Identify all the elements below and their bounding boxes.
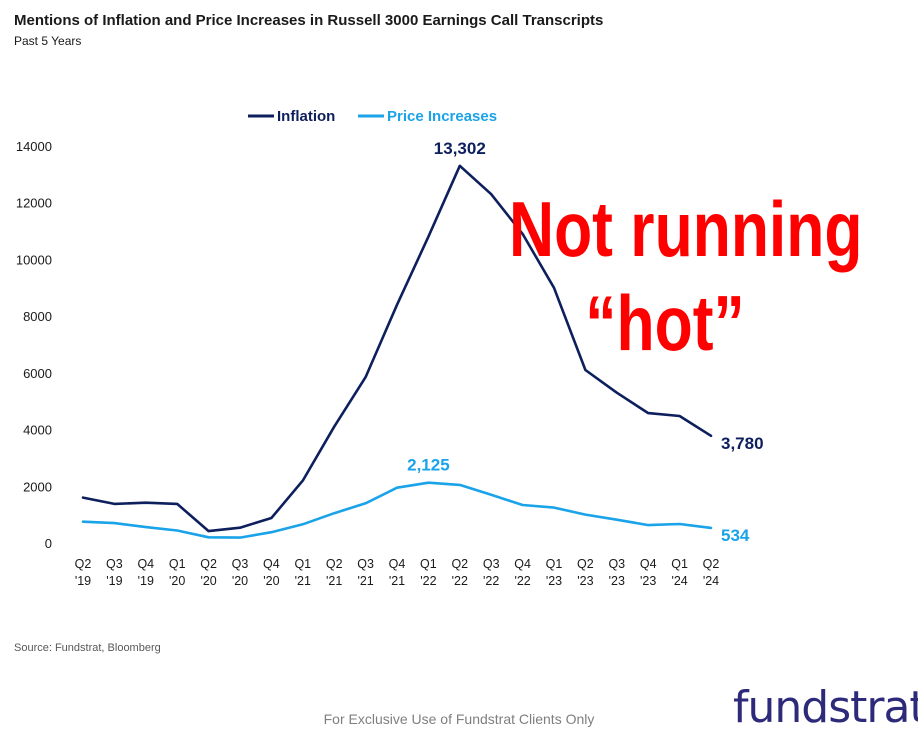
x-tick-label: Q2'22 — [451, 557, 468, 588]
x-tick-label: Q4'20 — [263, 557, 280, 588]
overlay-line-2: “hot” — [585, 279, 745, 367]
source-note: Source: Fundstrat, Bloomberg — [14, 642, 161, 654]
y-tick-label: 14000 — [16, 139, 52, 154]
y-tick-label: 4000 — [23, 423, 52, 438]
x-tick-label: Q4'23 — [640, 557, 657, 588]
data-label: 2,125 — [407, 456, 450, 475]
chart-subtitle: Past 5 Years — [14, 34, 82, 48]
x-tick-label: Q1'24 — [671, 557, 688, 588]
x-tick-label: Q3'21 — [357, 557, 374, 588]
y-tick-label: 12000 — [16, 196, 52, 211]
y-tick-label: 2000 — [23, 479, 52, 494]
overlay-line-1: Not running — [509, 185, 863, 273]
overlay-annotation: Not running “hot” — [509, 182, 863, 370]
chart-title: Mentions of Inflation and Price Increase… — [14, 12, 604, 29]
x-tick-label: Q1'20 — [169, 557, 186, 588]
x-tick-label: Q2'24 — [703, 557, 720, 588]
x-tick-label: Q2'20 — [200, 557, 217, 588]
line-chart: 0 2000 4000 6000 8000 10000 12000 14000 Q2'19 Q3 '… — [16, 108, 764, 588]
x-tick-label: Q2'23 — [577, 557, 594, 588]
x-tick-label: Q1'23 — [546, 557, 563, 588]
x-tick-label: Q3'23 — [608, 557, 625, 588]
legend-label: Price Increases — [387, 108, 497, 125]
fundstrat-logo: fundstrat — [733, 682, 918, 733]
data-label: 534 — [721, 526, 750, 545]
x-tick-label: Q4'22 — [514, 557, 531, 588]
x-tick-label: Q1'21 — [294, 557, 311, 588]
footer-disclaimer: For Exclusive Use of Fundstrat Clients O… — [323, 711, 595, 727]
series-line-inflation — [81, 164, 713, 533]
y-tick-label: 6000 — [23, 366, 52, 381]
series-line-price-increases — [81, 481, 713, 539]
x-tick-label: Q3'19 — [106, 557, 123, 588]
data-label: 3,780 — [721, 434, 764, 453]
x-tick-label: Q1'22 — [420, 557, 437, 588]
x-tick-label: Q4'21 — [389, 557, 406, 588]
data-label: 13,302 — [434, 139, 486, 158]
x-tick-label: Q3'20 — [232, 557, 249, 588]
x-tick-label: Q2'19 — [75, 557, 92, 588]
legend-label: Inflation — [277, 108, 335, 125]
y-tick-label: 10000 — [16, 252, 52, 267]
x-tick-label: Q3'22 — [483, 557, 500, 588]
y-tick-label: 0 — [45, 536, 52, 551]
x-tick-label: Q4'19 — [137, 557, 154, 588]
y-tick-label: 8000 — [23, 309, 52, 324]
x-tick-label: Q2'21 — [326, 557, 343, 588]
